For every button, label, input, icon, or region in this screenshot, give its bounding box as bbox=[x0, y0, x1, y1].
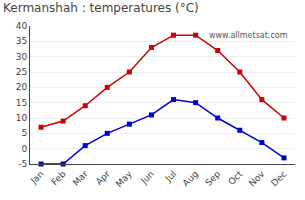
svg-text:5: 5 bbox=[21, 128, 27, 138]
svg-text:35: 35 bbox=[16, 36, 27, 46]
svg-text:10: 10 bbox=[16, 113, 28, 123]
svg-text:-5: -5 bbox=[18, 159, 27, 169]
svg-text:20: 20 bbox=[16, 82, 28, 92]
svg-text:40: 40 bbox=[16, 21, 28, 31]
svg-text:Oct: Oct bbox=[226, 168, 244, 186]
svg-text:Nov: Nov bbox=[247, 168, 267, 188]
svg-text:0: 0 bbox=[21, 144, 27, 154]
svg-text:15: 15 bbox=[16, 98, 27, 108]
svg-text:Aug: Aug bbox=[181, 169, 201, 189]
svg-text:Apr: Apr bbox=[94, 169, 112, 187]
svg-text:Jan: Jan bbox=[28, 169, 46, 187]
svg-text:Kermanshah : temperatures (°C): Kermanshah : temperatures (°C) bbox=[3, 1, 199, 15]
svg-text:Feb: Feb bbox=[49, 169, 68, 188]
svg-text:May: May bbox=[114, 168, 135, 189]
svg-text:30: 30 bbox=[16, 52, 28, 62]
svg-text:Dec: Dec bbox=[269, 169, 288, 188]
svg-text:Jul: Jul bbox=[163, 169, 178, 184]
svg-text:www.allmetsat.com: www.allmetsat.com bbox=[209, 31, 288, 40]
svg-text:Jun: Jun bbox=[138, 169, 156, 187]
svg-text:Mar: Mar bbox=[71, 169, 90, 188]
svg-text:Sep: Sep bbox=[203, 169, 222, 188]
svg-text:25: 25 bbox=[16, 67, 27, 77]
